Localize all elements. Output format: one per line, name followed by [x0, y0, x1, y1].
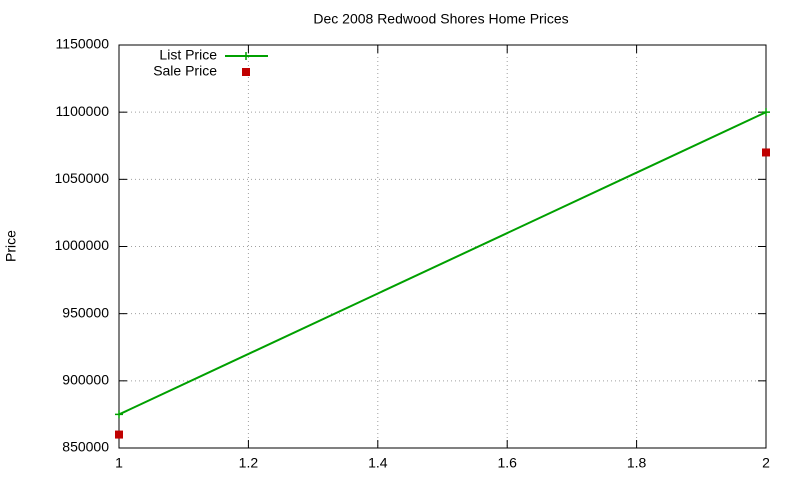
- point-marker: [115, 410, 123, 419]
- x-tick-label: 1.8: [627, 455, 647, 471]
- plot-border: [118, 44, 767, 449]
- y-tick-label: 900000: [62, 372, 109, 388]
- y-tick-label: 1150000: [56, 36, 110, 52]
- y-axis-label: Price: [3, 230, 19, 262]
- x-tick-label: 1.4: [368, 455, 388, 471]
- x-tick-label: 1: [115, 455, 123, 471]
- y-tick-label: 1050000: [54, 170, 109, 186]
- y-tick-label: 1000000: [54, 237, 109, 253]
- legend-label: Sale Price: [153, 63, 217, 79]
- x-tick-label: 1.2: [239, 455, 259, 471]
- y-tick-label: 850000: [62, 439, 109, 455]
- y-tick-label: 1100000: [56, 103, 110, 119]
- y-tick-label: 950000: [62, 304, 109, 320]
- chart-title: Dec 2008 Redwood Shores Home Prices: [313, 11, 568, 27]
- legend-label: List Price: [159, 47, 217, 63]
- series-line: [118, 111, 767, 416]
- legend-marker: [242, 68, 250, 76]
- x-tick-label: 2: [762, 455, 770, 471]
- legend-marker: [242, 52, 250, 60]
- point-marker: [762, 108, 770, 117]
- point-marker: [762, 148, 770, 157]
- point-marker: [115, 430, 123, 439]
- x-tick-label: 1.6: [497, 455, 517, 471]
